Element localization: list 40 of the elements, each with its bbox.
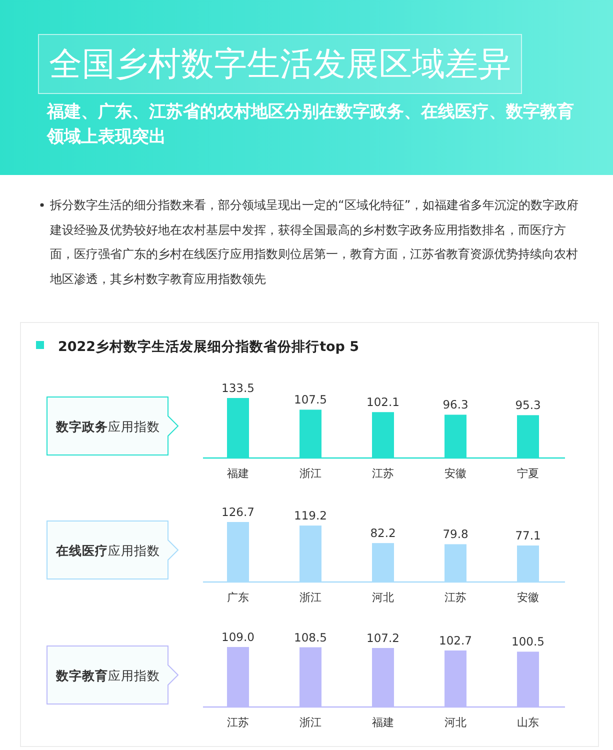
- chart-title: 全国乡村数字生活发展区域差异: [38, 34, 522, 94]
- x-tick-label: 山东: [517, 716, 539, 729]
- x-tick-label: 福建: [372, 716, 394, 729]
- x-tick-label: 河北: [444, 716, 466, 729]
- x-tick-label: 江苏: [372, 467, 394, 480]
- data-label: 77.1: [515, 528, 541, 542]
- section-heading: 2022乡村数字生活发展细分指数省份排行top 5: [36, 339, 360, 355]
- x-tick-label: 福建: [227, 467, 249, 480]
- x-tick-label: 安徽: [517, 591, 539, 604]
- y-axis-title: 在线医疗应用指数: [55, 543, 160, 558]
- x-tick-label: 浙江: [300, 716, 322, 729]
- data-label: 79.8: [442, 527, 468, 542]
- x-tick-label: 江苏: [444, 591, 466, 604]
- data-label: 108.5: [294, 630, 327, 644]
- data-label: 100.5: [512, 634, 544, 649]
- x-tick-label: 广东: [227, 591, 249, 604]
- data-label: 95.3: [515, 398, 541, 412]
- x-tick-label: 安徽: [444, 467, 466, 480]
- y-axis-title: 数字教育应用指数: [55, 668, 160, 683]
- x-tick-label: 浙江: [300, 591, 322, 604]
- data-label: 96.3: [442, 398, 468, 412]
- x-tick-label: 河北: [372, 591, 394, 604]
- data-label: 109.0: [222, 630, 254, 644]
- x-tick-label: 江苏: [227, 716, 249, 729]
- x-tick-label: 浙江: [300, 467, 322, 480]
- x-tick-label: 宁夏: [517, 467, 539, 480]
- text: 拆分数字生活的细分指数来看，部分领域呈现出一定的“区域化特征”，如福建省多年沉淀的数字政府建设经验及优势较好地在农村基层中发挥，获得全国最高的乡村数字政务应用指数排名，而医疗方面，医疗强省广东的乡村在线医疗应用指数则位居第一，教育方面，江苏省教育资源优势持续向农村地区渗透，其乡村数字教育应用指数领先: [50, 197, 580, 288]
- data-label: 119.2: [294, 508, 327, 523]
- data-label: 107.5: [294, 392, 327, 407]
- data-label: 82.2: [370, 526, 396, 540]
- data-label: 102.7: [439, 633, 472, 648]
- data-label: 107.2: [366, 630, 400, 645]
- label-box: 数字政务应用指数: [46, 396, 179, 456]
- y-axis-title: 数字政务应用指数: [55, 419, 160, 434]
- label-box: 数字教育应用指数: [46, 646, 179, 704]
- data-label: 126.7: [222, 505, 254, 519]
- chart-subtitle: 福建、广东、江苏省的农村地区分别在数字政务、在线医疗、数字教育领域上表现突出: [47, 101, 575, 149]
- label-box: 在线医疗应用指数: [46, 520, 179, 580]
- data-label: 133.5: [222, 381, 254, 395]
- data-label: 102.1: [366, 395, 400, 410]
